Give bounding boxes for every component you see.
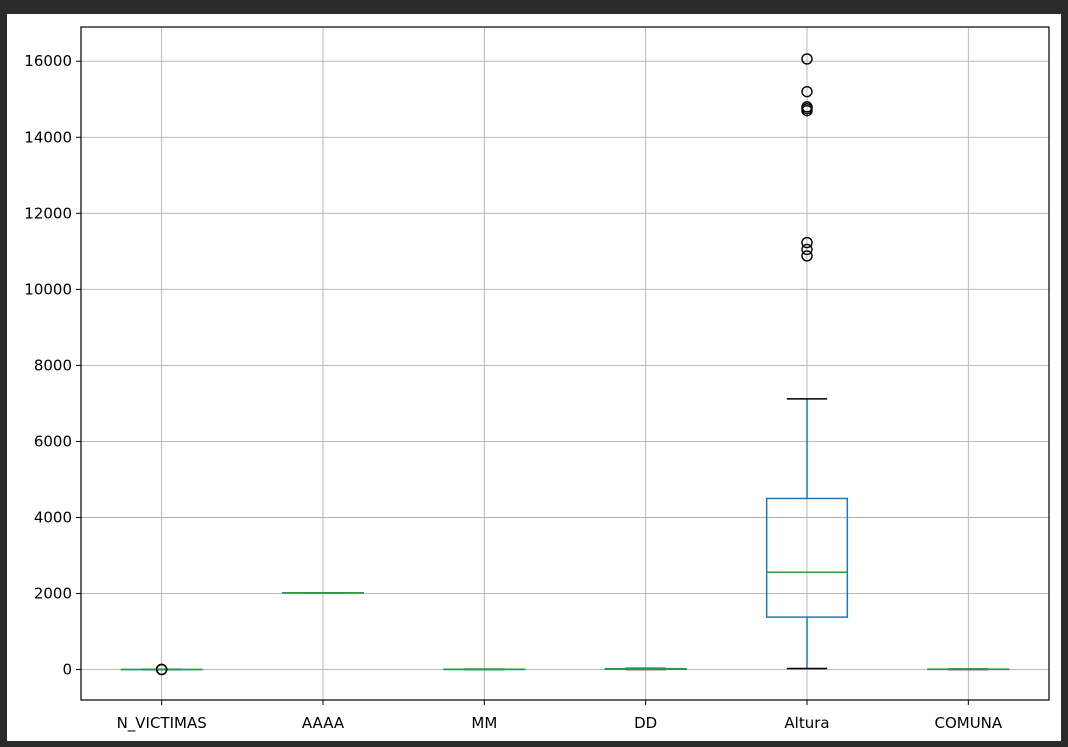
x-tick-label: MM	[471, 714, 497, 732]
axes-frame	[80, 26, 1050, 701]
outlier-point	[801, 250, 813, 262]
chart-canvas: 0 2000 4000 6000 8000 10000 12000 14000 16000 N_…	[7, 14, 1061, 741]
x-axis: N_VICTIMAS AAAA MM DD Altura COMUNA	[117, 700, 1003, 733]
box-altura	[765, 53, 849, 670]
y-tick-label: 14000	[24, 128, 72, 146]
x-tick-label: N_VICTIMAS	[117, 714, 207, 733]
x-tick-label: Altura	[784, 714, 829, 732]
box-layer	[120, 53, 1010, 676]
x-tick-label: AAAA	[302, 714, 345, 732]
y-tick-label: 16000	[24, 52, 72, 70]
box-comuna	[927, 668, 1010, 671]
boxplot-chart: 0 2000 4000 6000 8000 10000 12000 14000 16000 N_…	[24, 26, 1050, 733]
outlier-point	[801, 53, 813, 65]
y-tick-label: 8000	[34, 356, 72, 374]
y-tick-label: 0	[62, 661, 72, 679]
y-axis: 0 2000 4000 6000 8000 10000 12000 14000 16000	[24, 52, 81, 679]
y-tick-label: 12000	[24, 204, 72, 222]
outlier-point	[801, 101, 813, 113]
y-tick-label: 6000	[34, 432, 72, 450]
iqr-box	[765, 497, 849, 618]
y-tick-label: 10000	[24, 280, 72, 298]
x-tick-label: DD	[634, 714, 657, 732]
outlier-point	[801, 85, 813, 98]
grid-layer	[81, 27, 1049, 700]
outlier-point	[801, 236, 813, 249]
outlier-point	[801, 243, 813, 256]
x-tick-label: COMUNA	[934, 714, 1002, 732]
y-tick-label: 4000	[34, 508, 72, 526]
outlier-point	[155, 663, 168, 676]
y-tick-label: 2000	[34, 585, 72, 603]
box-dd	[604, 667, 687, 671]
box-n-victimas	[120, 663, 203, 676]
